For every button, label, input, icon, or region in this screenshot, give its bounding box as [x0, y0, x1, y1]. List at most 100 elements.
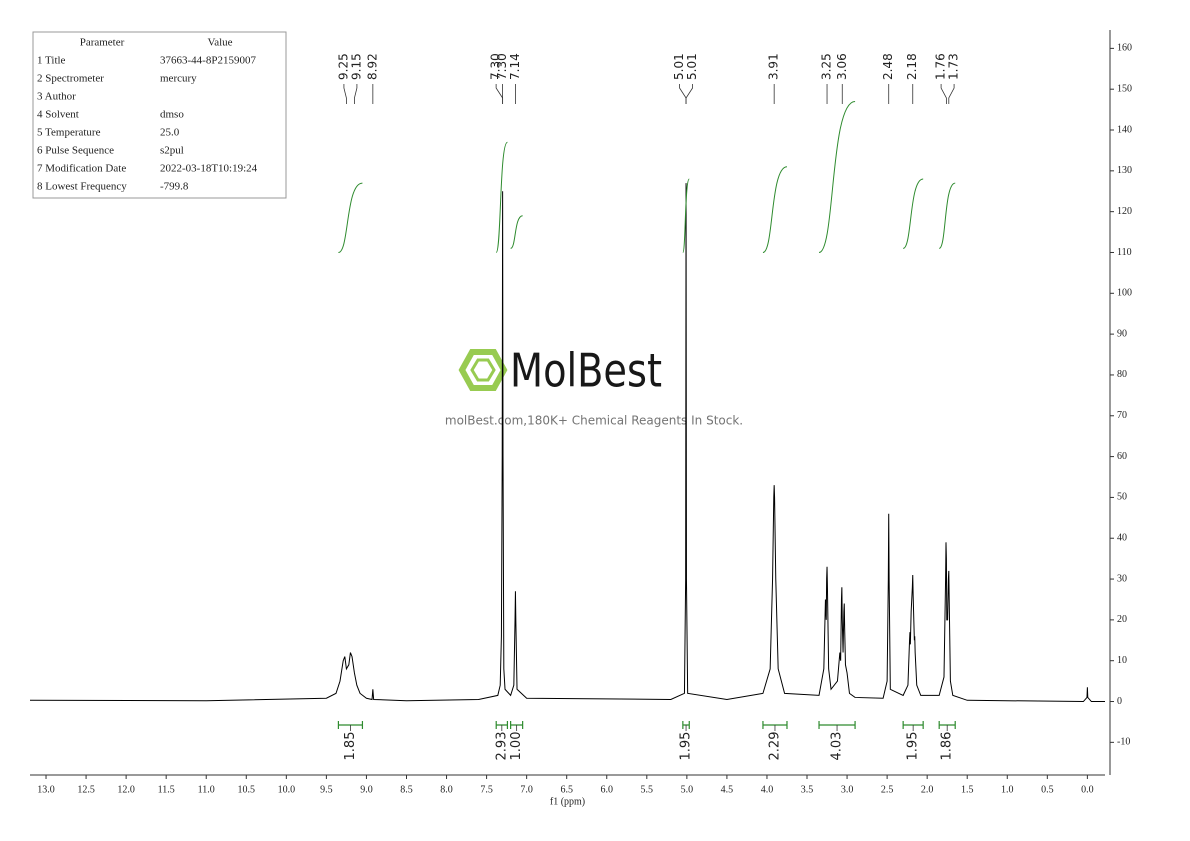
y-tick-label: -10 [1117, 737, 1130, 748]
integral-curve [938, 182, 956, 249]
y-tick-label: 40 [1117, 533, 1127, 544]
integral-curve [902, 178, 924, 249]
x-tick-label: 5.0 [681, 784, 694, 795]
peak-label: 9.15 [349, 53, 363, 80]
x-tick-label: 6.5 [560, 784, 573, 795]
x-tick-label: 10.0 [278, 784, 296, 795]
y-tick-label: 60 [1117, 451, 1127, 462]
x-tick-label: 5.5 [641, 784, 654, 795]
y-tick-label: 90 [1117, 328, 1127, 339]
y-tick-label: 50 [1117, 492, 1127, 503]
peak-label: 7.30 [495, 53, 509, 80]
peak-connector [948, 84, 955, 104]
table-cell: 3 Author [37, 91, 76, 103]
peak-label: 2.18 [905, 53, 919, 80]
x-tick-label: 3.5 [801, 784, 814, 795]
peak-label: 5.01 [672, 53, 686, 80]
table-cell: 5 Temperature [37, 127, 101, 139]
table-cell: 2022-03-18T10:19:24 [160, 163, 258, 175]
watermark: MolBest molBest.com,180K+ Chemical Reage… [445, 344, 743, 428]
parameter-table: Parameter Value 1 Title 37663-44-8P215900… [32, 31, 287, 199]
x-tick-label: 2.5 [881, 784, 894, 795]
y-tick-label: 140 [1117, 124, 1132, 135]
table-header: Value [207, 37, 232, 49]
peak-label: 5.01 [685, 53, 699, 80]
peak-connector [685, 84, 693, 104]
integral-label: 1.95 [906, 732, 921, 761]
peak-label: 7.30 [489, 53, 503, 80]
x-tick-label: 11.0 [198, 784, 215, 795]
integral-curve [682, 178, 690, 253]
integral-curve [495, 141, 508, 253]
y-tick-label: 70 [1117, 410, 1127, 421]
integral-curve [510, 215, 523, 249]
x-tick-label: 4.5 [721, 784, 734, 795]
x-tick-label: 12.5 [77, 784, 95, 795]
integral-label: 4.03 [830, 732, 845, 761]
table-cell: 8 Lowest Frequency [37, 181, 127, 193]
x-tick-label: 3.0 [841, 784, 854, 795]
x-tick-label: 10.5 [238, 784, 256, 795]
x-tick-label: 4.0 [761, 784, 774, 795]
table-cell: mercury [160, 73, 197, 85]
integral-curve [762, 166, 788, 253]
watermark-logo: MolBest [510, 344, 662, 398]
table-cell: 1 Title [37, 55, 66, 67]
watermark-logo-icon [470, 358, 496, 382]
x-tick-label: 7.5 [480, 784, 493, 795]
watermark-logo-icon [458, 349, 508, 391]
table-cell: dmso [160, 109, 184, 121]
table-cell: 4 Solvent [37, 109, 79, 121]
table-cell: s2pul [160, 145, 184, 157]
y-tick-label: 20 [1117, 614, 1127, 625]
y-tick-label: 150 [1117, 83, 1132, 94]
integral-label: 1.95 [679, 732, 694, 761]
x-tick-label: 11.5 [158, 784, 175, 795]
peak-connector [495, 84, 504, 104]
table-header: Parameter [80, 37, 125, 49]
peak-connector [343, 84, 347, 104]
watermark-tagline: molBest.com,180K+ Chemical Reagents In S… [445, 414, 743, 428]
x-tick-label: 12.0 [117, 784, 135, 795]
peak-label: 3.25 [820, 53, 834, 80]
x-tick-label: 6.0 [601, 784, 614, 795]
peak-label: 8.92 [365, 53, 379, 80]
y-tick-label: 80 [1117, 369, 1127, 380]
table-cell: -799.8 [160, 181, 189, 193]
y-tick-label: 160 [1117, 43, 1132, 54]
y-tick-label: 10 [1117, 655, 1127, 666]
x-tick-label: 7.0 [520, 784, 533, 795]
spectrum-line [29, 183, 1105, 703]
table-cell: 2 Spectrometer [37, 73, 104, 85]
peak-label: 3.91 [767, 53, 781, 80]
y-tick-label: 30 [1117, 573, 1127, 584]
x-tick-label: 9.0 [360, 784, 373, 795]
x-tick-label: 1.5 [961, 784, 974, 795]
x-axis-label: f1 (ppm) [550, 796, 585, 807]
peak-label: 3.06 [835, 53, 849, 80]
x-tick-label: 0.0 [1081, 784, 1094, 795]
peak-label: 1.73 [947, 53, 961, 80]
x-tick-label: 8.5 [400, 784, 413, 795]
table-cell: 6 Pulse Sequence [37, 145, 114, 157]
integral-label: 1.85 [343, 732, 358, 761]
x-tick-label: 9.5 [320, 784, 333, 795]
peak-label: 9.25 [336, 53, 350, 80]
peak-label: 7.14 [508, 53, 522, 80]
integral-curve [818, 100, 856, 253]
x-tick-label: 8.0 [440, 784, 453, 795]
table-cell: 25.0 [160, 127, 180, 139]
integral-label: 2.93 [494, 732, 509, 761]
x-tick-label: 13.0 [37, 784, 55, 795]
peak-label: 2.48 [881, 53, 895, 80]
y-tick-label: 130 [1117, 165, 1132, 176]
table-cell: 7 Modification Date [37, 163, 126, 175]
integral-label: 1.00 [509, 732, 524, 761]
integral-label: 1.86 [940, 732, 955, 761]
peak-label: 1.76 [934, 53, 948, 80]
y-tick-label: 100 [1117, 288, 1132, 299]
table-cell: 37663-44-8P2159007 [160, 55, 256, 67]
y-tick-label: 120 [1117, 206, 1132, 217]
peak-connector [940, 84, 947, 104]
x-tick-label: 1.0 [1001, 784, 1014, 795]
